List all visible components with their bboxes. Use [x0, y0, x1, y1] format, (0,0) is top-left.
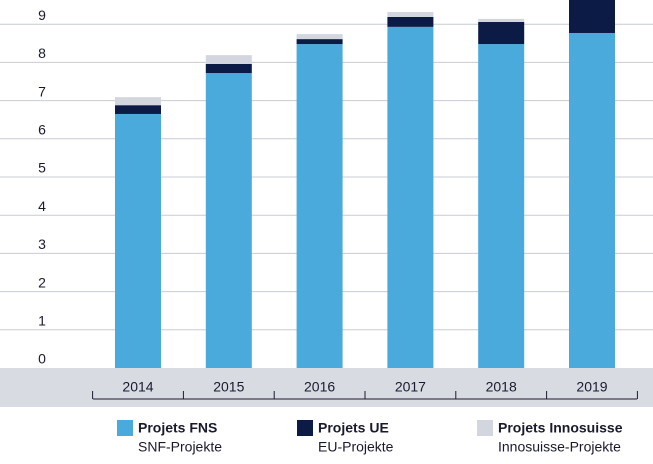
y-tick-label: 7 [38, 83, 46, 99]
y-tick-label: 8 [38, 45, 46, 61]
x-tick-label: 2019 [576, 379, 607, 395]
bar-segment [115, 97, 161, 106]
bar-segment [296, 44, 343, 368]
bar-segment [569, 0, 615, 33]
bar-segment [205, 73, 252, 368]
bar-segment [478, 18, 525, 22]
legend-sublabel: SNF-Projekte [138, 439, 222, 455]
x-tick-label: 2016 [304, 379, 335, 395]
bar-segment [569, 32, 615, 368]
y-tick-label: 2 [38, 274, 46, 290]
legend-swatch [297, 420, 313, 436]
bar-segment [387, 11, 434, 17]
legend-swatch [477, 420, 493, 436]
bar-segment [296, 34, 343, 40]
x-tick-label: 2015 [213, 379, 244, 395]
y-tick-label: 9 [38, 7, 46, 23]
legend-sublabel: EU-Projekte [318, 439, 394, 455]
legend-label: Projets FNS [138, 420, 217, 436]
bar-segment [115, 113, 161, 368]
bar-segment [478, 44, 525, 368]
y-tick-label: 4 [38, 198, 46, 214]
x-tick-label: 2017 [395, 379, 426, 395]
axis-band [0, 368, 653, 407]
plot [0, 0, 653, 368]
legend-sublabel: Innosuisse-Projekte [498, 439, 621, 455]
legend-label: Projets UE [318, 420, 389, 436]
bar-segment [205, 63, 252, 74]
y-tick-label: 5 [38, 160, 46, 176]
bar-segment [296, 39, 343, 45]
x-tick-label: 2014 [122, 379, 153, 395]
legend-label: Projets Innosuisse [498, 420, 623, 436]
bar-segment [115, 105, 161, 114]
bar-segment [478, 21, 525, 45]
y-tick-label: 6 [38, 122, 46, 138]
legend-swatch [117, 420, 133, 436]
x-tick-label: 2018 [486, 379, 517, 395]
bar-segment [205, 55, 252, 64]
bar-segment [387, 16, 434, 27]
bar-segment [387, 26, 434, 368]
y-tick-label: 0 [38, 351, 46, 367]
y-tick-label: 3 [38, 236, 46, 252]
y-tick-label: 1 [38, 313, 46, 329]
